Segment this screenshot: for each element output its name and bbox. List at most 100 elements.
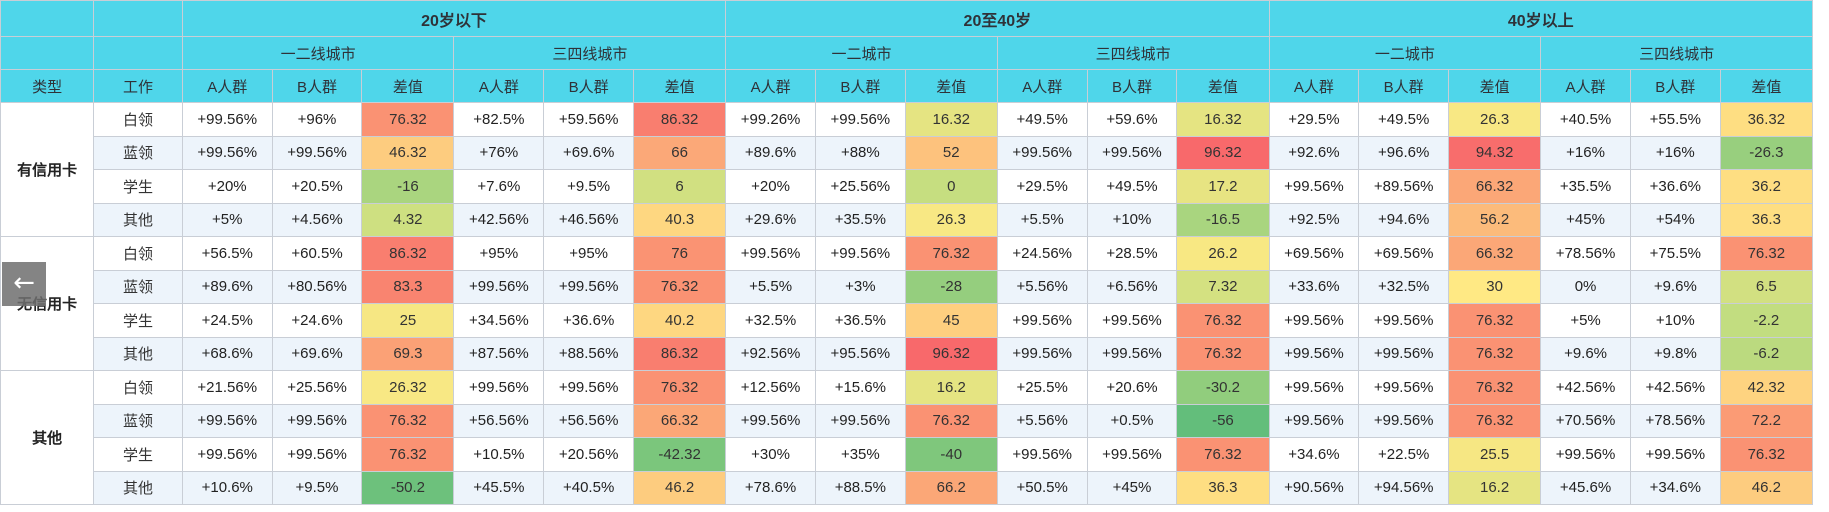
header-city-tier: 三四线城市	[453, 36, 727, 70]
group-a-cell: +99.56%	[996, 303, 1088, 338]
header-diff[interactable]: 差值	[1719, 69, 1814, 103]
header-blank-type	[0, 0, 95, 37]
header-group-a[interactable]: A人群	[453, 69, 545, 103]
group-b-cell: +9.6%	[1629, 269, 1721, 304]
diff-cell: 76.32	[1448, 336, 1542, 371]
group-b-cell: +42.56%	[1629, 370, 1721, 405]
group-b-cell: +55.5%	[1629, 102, 1721, 137]
group-a-cell: +78.56%	[1540, 236, 1631, 271]
header-group-a[interactable]: A人群	[996, 69, 1088, 103]
table-row: 其他 +68.6% +69.6% 69.3 +87.56% +88.56% 86.32 +92…	[1, 336, 1814, 371]
table-row: 蓝领 +99.56% +99.56% 76.32 +56.56% +56.56% 66.32…	[1, 403, 1814, 438]
group-b-cell: +25.56%	[814, 169, 906, 204]
diff-cell: 76	[633, 236, 727, 271]
diff-cell: 72.2	[1719, 403, 1814, 438]
back-button[interactable]: ←	[2, 262, 46, 306]
diff-cell: 46.32	[361, 135, 455, 170]
header-age-group: 20岁以下	[181, 0, 727, 37]
diff-cell: 76.32	[633, 269, 727, 304]
group-b-cell: +15.6%	[814, 370, 906, 405]
diff-cell: 46.2	[1719, 470, 1814, 505]
header-diff[interactable]: 差值	[633, 69, 727, 103]
diff-cell: 66.32	[633, 403, 727, 438]
data-table-container: 20岁以下 20至40岁 40岁以上 一二线城市 三四线城市 一二城市 三四线城…	[0, 0, 1814, 505]
header-group-b[interactable]: B人群	[1629, 69, 1721, 103]
group-b-cell: +99.56%	[1086, 437, 1178, 472]
header-group-a[interactable]: A人群	[1268, 69, 1360, 103]
group-b-cell: +46.56%	[543, 202, 635, 237]
group-a-cell: +78.6%	[725, 470, 816, 505]
diff-cell: 46.2	[633, 470, 727, 505]
group-a-cell: +99.56%	[1268, 403, 1360, 438]
header-group-a[interactable]: A人群	[725, 69, 816, 103]
group-a-cell: +9.6%	[1540, 336, 1631, 371]
table-row: 蓝领 +99.56% +99.56% 46.32 +76% +69.6% 66 +89.6% +…	[1, 135, 1814, 170]
header-city-tier: 一二城市	[1268, 36, 1542, 70]
header-job[interactable]: 工作	[93, 69, 183, 103]
group-b-cell: +99.56%	[1358, 303, 1450, 338]
diff-cell: 0	[904, 169, 998, 204]
diff-cell: 36.3	[1719, 202, 1814, 237]
group-a-cell: +69.56%	[1268, 236, 1360, 271]
header-group-a[interactable]: A人群	[1540, 69, 1631, 103]
table-row: 其他 +5% +4.56% 4.32 +42.56% +46.56% 40.3 +29.6% +…	[1, 202, 1814, 237]
group-a-cell: +89.6%	[181, 269, 273, 304]
group-a-cell: +30%	[725, 437, 816, 472]
header-diff[interactable]: 差值	[361, 69, 455, 103]
header-group-a[interactable]: A人群	[181, 69, 273, 103]
header-diff[interactable]: 差值	[904, 69, 998, 103]
group-a-cell: +99.56%	[1268, 169, 1360, 204]
group-b-cell: +28.5%	[1086, 236, 1178, 271]
group-b-cell: +94.6%	[1358, 202, 1450, 237]
group-b-cell: +99.56%	[1086, 135, 1178, 170]
group-b-cell: +99.56%	[1358, 403, 1450, 438]
group-a-cell: +35.5%	[1540, 169, 1631, 204]
diff-cell: 76.32	[361, 437, 455, 472]
header-group-b[interactable]: B人群	[543, 69, 635, 103]
header-group-b[interactable]: B人群	[1358, 69, 1450, 103]
group-a-cell: +68.6%	[181, 336, 273, 371]
diff-cell: 86.32	[633, 336, 727, 371]
group-a-cell: +42.56%	[1540, 370, 1631, 405]
group-a-cell: +29.6%	[725, 202, 816, 237]
group-b-cell: +49.5%	[1358, 102, 1450, 137]
group-a-cell: +5.5%	[725, 269, 816, 304]
header-age-group: 40岁以上	[1268, 0, 1814, 37]
group-a-cell: +40.5%	[1540, 102, 1631, 137]
row-job: 白领	[93, 370, 183, 405]
row-job: 学生	[93, 169, 183, 204]
group-b-cell: +80.56%	[271, 269, 363, 304]
group-a-cell: +99.56%	[1268, 370, 1360, 405]
header-group-b[interactable]: B人群	[814, 69, 906, 103]
diff-cell: -16	[361, 169, 455, 204]
row-group-type: 无信用卡	[0, 236, 95, 371]
diff-cell: 66	[633, 135, 727, 170]
group-a-cell: +92.6%	[1268, 135, 1360, 170]
group-b-cell: +99.56%	[1358, 370, 1450, 405]
diff-cell: 56.2	[1448, 202, 1542, 237]
header-group-b[interactable]: B人群	[271, 69, 363, 103]
group-a-cell: +45.6%	[1540, 470, 1631, 505]
diff-cell: 36.3	[1176, 470, 1270, 505]
diff-cell: 76.32	[1448, 370, 1542, 405]
diff-cell: 7.32	[1176, 269, 1270, 304]
diff-cell: 40.2	[633, 303, 727, 338]
diff-cell: 26.3	[904, 202, 998, 237]
diff-cell: 83.3	[361, 269, 455, 304]
group-b-cell: +99.56%	[1629, 437, 1721, 472]
header-type[interactable]: 类型	[0, 69, 95, 103]
group-a-cell: +5%	[1540, 303, 1631, 338]
row-job: 蓝领	[93, 403, 183, 438]
group-a-cell: +99.56%	[453, 370, 545, 405]
diff-cell: 36.2	[1719, 169, 1814, 204]
header-group-b[interactable]: B人群	[1086, 69, 1178, 103]
group-b-cell: +99.56%	[1086, 303, 1178, 338]
header-row-city: 一二线城市 三四线城市 一二城市 三四线城市 一二城市 三四线城市	[0, 36, 1813, 70]
diff-cell: 69.3	[361, 336, 455, 371]
header-diff[interactable]: 差值	[1448, 69, 1542, 103]
group-a-cell: +21.56%	[181, 370, 273, 405]
header-diff[interactable]: 差值	[1176, 69, 1270, 103]
group-a-cell: +99.56%	[181, 102, 273, 137]
group-a-cell: +50.5%	[996, 470, 1088, 505]
group-a-cell: +99.56%	[1268, 303, 1360, 338]
